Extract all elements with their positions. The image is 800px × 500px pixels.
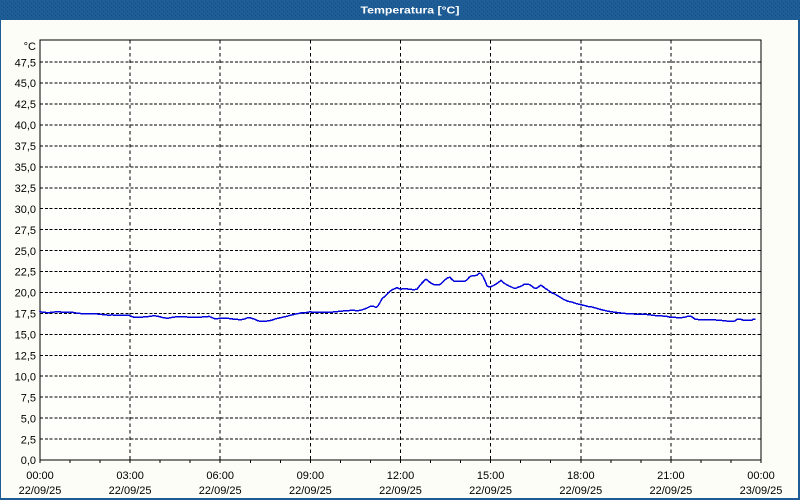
svg-text:2,5: 2,5 bbox=[21, 434, 36, 446]
svg-text:47,5: 47,5 bbox=[15, 57, 36, 69]
svg-text:15,0: 15,0 bbox=[15, 330, 36, 342]
svg-text:15:00: 15:00 bbox=[477, 470, 505, 482]
svg-text:5,0: 5,0 bbox=[21, 413, 36, 425]
svg-text:23/09/25: 23/09/25 bbox=[740, 485, 783, 497]
svg-text:42,5: 42,5 bbox=[15, 99, 36, 111]
svg-text:22/09/25: 22/09/25 bbox=[289, 485, 332, 497]
svg-text:00:00: 00:00 bbox=[747, 470, 775, 482]
svg-text:22/09/25: 22/09/25 bbox=[559, 485, 602, 497]
svg-text:32,5: 32,5 bbox=[15, 183, 36, 195]
svg-text:22,5: 22,5 bbox=[15, 267, 36, 279]
svg-text:20,0: 20,0 bbox=[15, 288, 36, 300]
svg-text:30,0: 30,0 bbox=[15, 204, 36, 216]
svg-text:0,0: 0,0 bbox=[21, 455, 36, 467]
svg-text:22/09/25: 22/09/25 bbox=[109, 485, 152, 497]
svg-text:10,0: 10,0 bbox=[15, 371, 36, 383]
svg-text:22/09/25: 22/09/25 bbox=[19, 485, 62, 497]
svg-text:Temperatura [°C]: Temperatura [°C] bbox=[361, 5, 460, 17]
svg-text:35,0: 35,0 bbox=[15, 162, 36, 174]
svg-text:03:00: 03:00 bbox=[116, 470, 144, 482]
svg-text:25,0: 25,0 bbox=[15, 246, 36, 258]
svg-text:06:00: 06:00 bbox=[206, 470, 234, 482]
svg-text:45,0: 45,0 bbox=[15, 78, 36, 90]
svg-text:22/09/25: 22/09/25 bbox=[649, 485, 692, 497]
svg-text:°C: °C bbox=[24, 41, 36, 53]
svg-text:22/09/25: 22/09/25 bbox=[469, 485, 512, 497]
svg-text:17,5: 17,5 bbox=[15, 309, 36, 321]
svg-text:21:00: 21:00 bbox=[657, 470, 685, 482]
svg-text:40,0: 40,0 bbox=[15, 120, 36, 132]
svg-text:12,5: 12,5 bbox=[15, 351, 36, 363]
svg-text:7,5: 7,5 bbox=[21, 392, 36, 404]
svg-text:22/09/25: 22/09/25 bbox=[199, 485, 242, 497]
svg-text:09:00: 09:00 bbox=[297, 470, 325, 482]
svg-text:22/09/25: 22/09/25 bbox=[379, 485, 422, 497]
svg-text:00:00: 00:00 bbox=[26, 470, 54, 482]
svg-text:18:00: 18:00 bbox=[567, 470, 595, 482]
svg-text:12:00: 12:00 bbox=[387, 470, 415, 482]
svg-text:37,5: 37,5 bbox=[15, 141, 36, 153]
svg-text:27,5: 27,5 bbox=[15, 225, 36, 237]
